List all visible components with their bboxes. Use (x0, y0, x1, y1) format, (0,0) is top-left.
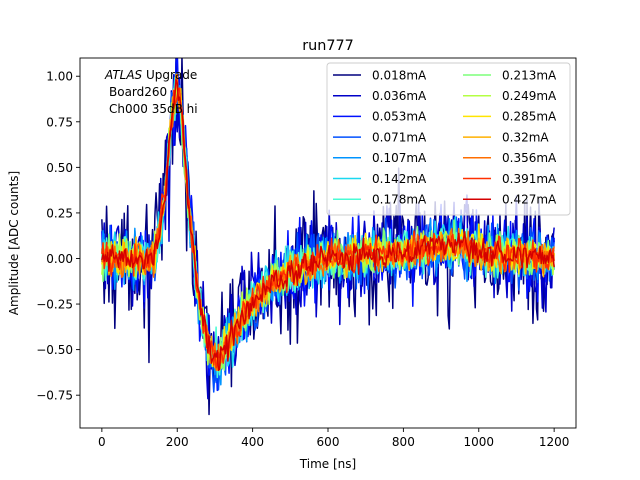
y-tick-label: −0.25 (36, 298, 73, 312)
legend-label: 0.178mA (372, 193, 427, 207)
legend-label: 0.018mA (372, 68, 427, 82)
y-tick-label: 0.75 (46, 115, 73, 129)
annotation-channel: Ch000 35dB hi (109, 102, 198, 116)
legend-label: 0.32mA (502, 130, 549, 144)
y-axis: −0.75 −0.50 −0.25 0.00 0.25 0.50 0.75 1.00 (36, 70, 80, 403)
x-tick-label: 1000 (463, 435, 494, 449)
x-tick-label: 600 (317, 435, 340, 449)
annotation-board: Board260 (109, 85, 167, 99)
y-tick-label: −0.50 (36, 343, 73, 357)
y-tick-label: 1.00 (46, 70, 73, 84)
annotation-atlas-italic: ATLAS (104, 68, 143, 82)
series-layer (101, 58, 555, 416)
atlas-annotation: ATLAS Upgrade Board260 Ch000 35dB hi (104, 68, 198, 116)
x-axis-label: Time [ns] (299, 457, 356, 471)
series-line-0.427mA (101, 78, 555, 372)
legend-label: 0.249mA (502, 89, 557, 103)
legend-label: 0.142mA (372, 172, 427, 186)
chart-title: run777 (302, 38, 354, 54)
legend-label: 0.356mA (502, 151, 557, 165)
legend-label: 0.053mA (372, 110, 427, 124)
legend-label: 0.071mA (372, 130, 427, 144)
y-axis-label: Amplitude [ADC counts] (7, 171, 21, 315)
legend-label: 0.285mA (502, 110, 557, 124)
annotation-upgrade: Upgrade (142, 68, 197, 82)
x-tick-label: 400 (241, 435, 264, 449)
legend-label: 0.036mA (372, 89, 427, 103)
svg-text:ATLAS Upgrade: ATLAS Upgrade (104, 68, 197, 82)
y-tick-label: 0.25 (46, 206, 73, 220)
legend-label: 0.107mA (372, 151, 427, 165)
series-line-0.356mA (101, 73, 555, 371)
y-tick-label: 0.00 (46, 252, 73, 266)
legend-label: 0.213mA (502, 68, 557, 82)
x-tick-label: 1200 (539, 435, 570, 449)
legend-label: 0.427mA (502, 193, 557, 207)
y-tick-label: 0.50 (46, 161, 73, 175)
x-axis: 0 200 400 600 800 1000 1200 (98, 428, 569, 449)
legend-label: 0.391mA (502, 172, 557, 186)
legend-frame (326, 62, 571, 216)
y-tick-label: −0.75 (36, 389, 73, 403)
x-tick-label: 200 (166, 435, 189, 449)
legend: 0.018mA 0.036mA 0.053mA 0.071mA 0.107mA 0.142… (326, 62, 571, 216)
x-tick-label: 0 (98, 435, 106, 449)
x-tick-label: 800 (392, 435, 415, 449)
